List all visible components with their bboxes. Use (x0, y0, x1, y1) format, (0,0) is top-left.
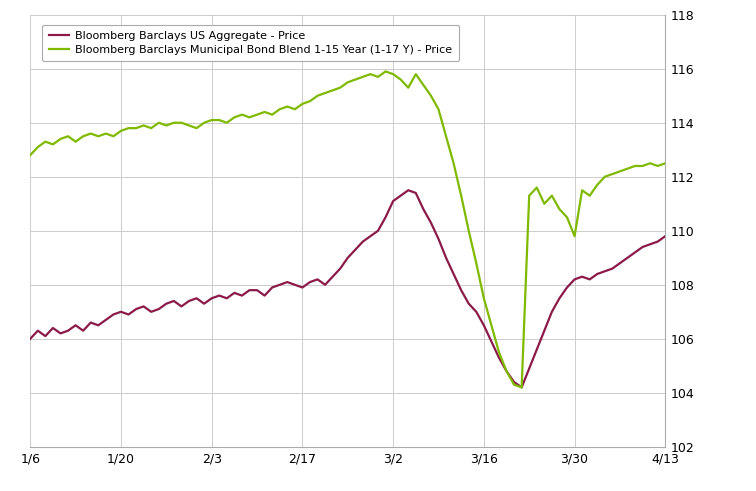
Legend: Bloomberg Barclays US Aggregate - Price, Bloomberg Barclays Municipal Bond Blend: Bloomberg Barclays US Aggregate - Price,… (42, 25, 460, 61)
